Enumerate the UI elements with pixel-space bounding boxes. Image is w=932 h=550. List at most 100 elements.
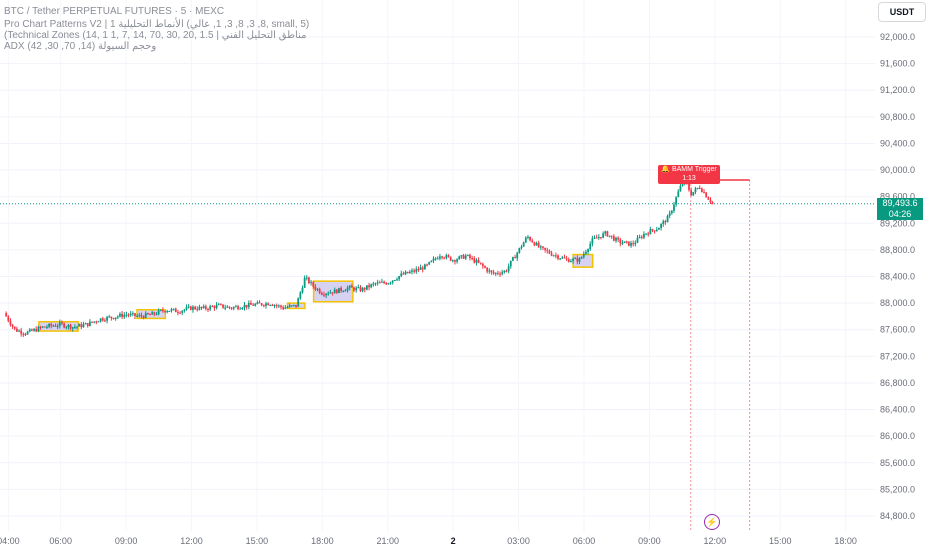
candle-body — [91, 321, 93, 323]
candle-body — [587, 249, 589, 252]
candle-body — [653, 230, 656, 232]
candle-body — [681, 182, 684, 186]
candle-body — [177, 312, 179, 314]
y-tick-label: 86,000.0 — [880, 431, 915, 441]
candle-body — [666, 215, 669, 223]
candle-body — [615, 237, 617, 241]
candle-body — [157, 310, 160, 315]
candle-body — [647, 233, 650, 235]
candle-body — [33, 328, 35, 331]
candle-body — [18, 330, 20, 332]
candle-body — [187, 306, 190, 308]
indicator-legend-adx[interactable]: ADX وحجم السيولة (14, 70, 30, 42) — [4, 41, 157, 52]
candle-body — [80, 324, 83, 328]
x-tick-label: 12:00 — [704, 536, 727, 546]
x-tick-label: 21:00 — [376, 536, 399, 546]
candle-body — [342, 290, 345, 292]
candle-body — [43, 326, 46, 328]
candle-body — [426, 264, 428, 266]
candle-body — [282, 307, 285, 309]
candle-body — [567, 259, 570, 263]
y-tick-label: 85,200.0 — [880, 484, 915, 494]
y-tick-label: 86,400.0 — [880, 405, 915, 415]
y-tick-label: 88,000.0 — [880, 298, 915, 308]
candle-body — [574, 258, 577, 260]
candle-body — [533, 242, 536, 246]
currency-button[interactable]: USDT — [878, 2, 926, 22]
candle-body — [31, 329, 33, 331]
candle-body — [623, 241, 626, 243]
candle-body — [374, 283, 377, 285]
candle-body — [673, 204, 675, 211]
candle-body — [660, 224, 662, 229]
candle-body — [71, 327, 74, 329]
candle-body — [593, 237, 596, 239]
candle-body — [353, 287, 355, 291]
candle-body — [677, 191, 680, 198]
indicator-legend-zones[interactable]: (Technical Zones (14, 1 1, 7, 14, 70, 30… — [4, 30, 307, 41]
candle-body — [230, 307, 233, 309]
candle-body — [329, 292, 332, 294]
candle-body — [469, 254, 471, 259]
candle-body — [215, 304, 218, 309]
candle-body — [359, 287, 362, 292]
candle-body — [346, 287, 349, 291]
candle-body — [570, 260, 572, 263]
candle-body — [256, 302, 259, 305]
candle-body — [464, 255, 467, 259]
candle-body — [636, 237, 639, 243]
trigger-subtext: 1:13 — [682, 175, 696, 182]
candle-body — [550, 253, 553, 256]
candle-body — [314, 286, 317, 290]
candle-body — [200, 306, 203, 308]
candle-body — [209, 306, 212, 310]
candle-body — [146, 313, 149, 315]
candle-body — [226, 306, 229, 308]
candlestick-series — [5, 175, 714, 337]
candle-body — [247, 302, 250, 308]
candle-body — [688, 183, 690, 191]
lightning-icon[interactable]: ⚡ — [704, 514, 720, 530]
candle-body — [484, 266, 486, 268]
candle-body — [174, 308, 177, 313]
last-price-badge: 89,493.6 04:26 — [877, 198, 923, 220]
candle-body — [703, 192, 705, 194]
candle-body — [136, 315, 139, 317]
candle-body — [531, 240, 534, 243]
indicator-legend-patterns[interactable]: Pro Chart Patterns V2 | 1 الأنماط التحلي… — [4, 19, 310, 30]
candle-body — [142, 316, 145, 318]
candle-body — [557, 255, 559, 259]
candle-body — [78, 324, 81, 327]
candle-body — [561, 257, 564, 259]
x-tick-label: 06:00 — [49, 536, 72, 546]
candle-body — [185, 307, 188, 310]
candle-body — [258, 302, 261, 304]
candle-body — [159, 309, 162, 311]
candle-body — [61, 322, 63, 324]
y-tick-label: 92,000.0 — [880, 32, 915, 42]
candle-body — [627, 241, 630, 246]
candle-body — [131, 313, 134, 315]
candle-body — [63, 323, 66, 328]
candle-body — [303, 277, 306, 288]
candle-body — [692, 192, 695, 196]
y-tick-label: 88,800.0 — [880, 245, 915, 255]
y-tick-label: 84,800.0 — [880, 511, 915, 521]
candle-body — [269, 304, 272, 306]
y-tick-label: 90,400.0 — [880, 138, 915, 148]
candle-body — [527, 236, 529, 238]
candle-body — [76, 326, 78, 328]
candle-body — [172, 308, 175, 310]
candle-body — [275, 305, 278, 307]
bamm-trigger-label[interactable]: 🔔 BAMM Trigger 1:13 — [658, 165, 720, 184]
candle-body — [183, 309, 186, 311]
candle-body — [260, 303, 263, 306]
candle-body — [181, 310, 184, 313]
candle-body — [88, 321, 91, 326]
candle-body — [363, 287, 366, 290]
candle-body — [441, 256, 443, 258]
candle-body — [123, 314, 126, 318]
candle-body — [327, 293, 330, 295]
candle-body — [299, 292, 302, 299]
